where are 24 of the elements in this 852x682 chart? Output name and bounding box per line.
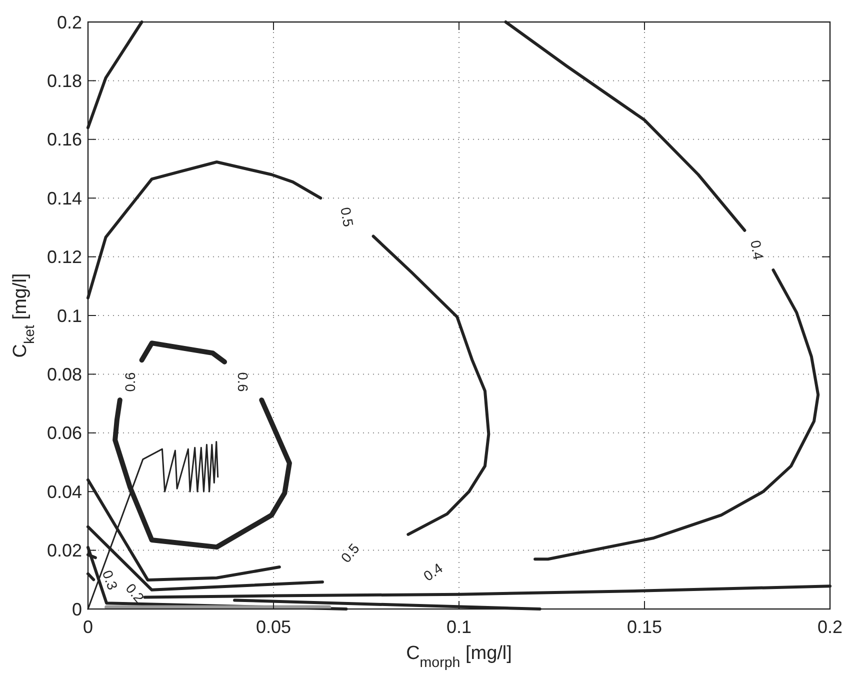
annotation: 0.4 xyxy=(748,239,767,262)
annotation: 0.6 xyxy=(122,372,138,392)
y-tick-label: 0.1 xyxy=(56,306,82,326)
y-tick-label: 0.16 xyxy=(46,130,82,150)
y-tick-label: 0.08 xyxy=(46,364,82,384)
y-tick-label: 0.12 xyxy=(46,247,82,268)
annotation: 0.5 xyxy=(338,206,357,228)
annotation: 0.3 xyxy=(99,568,122,592)
x-tick-label: 0.15 xyxy=(626,617,662,637)
y-tick-label: 0.2 xyxy=(56,12,82,32)
annotation: 0.4 xyxy=(420,560,446,584)
y-tick-label: 0.06 xyxy=(46,423,82,444)
y-tick-label: 0 xyxy=(72,599,82,620)
x-axis-title: C$_{morph}$ [mg/l] xyxy=(406,643,512,671)
x-tick-label: 0.1 xyxy=(446,617,472,637)
y-tick-label: 0.04 xyxy=(46,482,82,502)
annotation: 0.2 xyxy=(122,580,148,606)
annotation: 0.6 xyxy=(235,372,252,392)
y-tick-label: 0.14 xyxy=(46,188,82,208)
y-tick-label: 0.02 xyxy=(46,540,82,561)
x-tick-label: 0.2 xyxy=(817,617,843,637)
y-tick-label: 0.18 xyxy=(46,71,82,91)
annotation: 0.5 xyxy=(338,540,362,566)
x-tick-label: 0.05 xyxy=(256,617,292,637)
